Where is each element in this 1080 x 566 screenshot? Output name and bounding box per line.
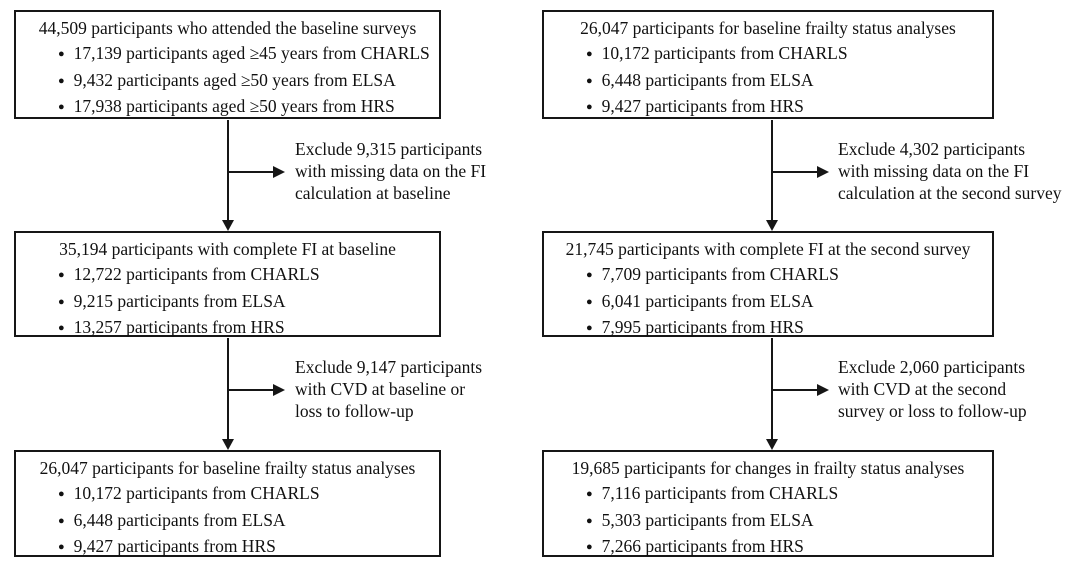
bullet-text: 13,257 participants from HRS: [73, 317, 285, 337]
box-bullet-list: ● 17,139 participants aged ≥45 years from…: [24, 41, 431, 121]
bullet-text: 6,448 participants from ELSA: [73, 509, 286, 530]
box-title: 19,685 participants for changes in frail…: [571, 458, 965, 478]
bullet-text: 12,722 participants from CHARLS: [73, 264, 320, 284]
bullet-text: 10,172 participants from CHARLS: [601, 43, 848, 63]
bullet-icon: ●: [58, 541, 65, 553]
bullet-icon: ●: [58, 269, 65, 281]
left-exclusion-cvd: Exclude 9,147 participants with CVD at b…: [295, 356, 482, 422]
exclusion-line: Exclude 9,315 participants: [295, 139, 483, 159]
right-exclusion-cvd: Exclude 2,060 participants with CVD at t…: [838, 356, 1027, 422]
exclusion-line: with CVD at the second: [838, 379, 1007, 399]
right-down-arrow-icon-1: [766, 220, 778, 231]
bullet-item: ● 13,257 participants from HRS: [58, 315, 431, 342]
bullet-icon: ●: [58, 48, 65, 60]
bullet-icon: ●: [586, 48, 593, 60]
bullet-item: ● 6,448 participants from ELSA: [586, 68, 984, 95]
exclusion-line: Exclude 2,060 participants: [838, 357, 1026, 377]
left-box-baseline-frailty-analyses: 26,047 participants for baseline frailty…: [14, 450, 441, 557]
exclusion-line: with CVD at baseline or: [295, 379, 466, 399]
left-down-arrow-icon-2: [222, 439, 234, 450]
bullet-item: ● 5,303 participants from ELSA: [586, 508, 984, 535]
bullet-item: ● 9,427 participants from HRS: [586, 94, 984, 121]
exclusion-line: with missing data on the FI: [838, 161, 1030, 181]
bullet-item: ● 10,172 participants from CHARLS: [586, 41, 984, 68]
right-exclusion-missing-fi: Exclude 4,302 participants with missing …: [838, 138, 1062, 204]
bullet-text: 9,432 participants aged ≥50 years from E…: [73, 69, 396, 90]
bullet-icon: ●: [586, 322, 593, 334]
exclusion-line: with missing data on the FI: [295, 161, 487, 181]
bullet-text: 9,215 participants from ELSA: [73, 290, 286, 311]
bullet-icon: ●: [58, 322, 65, 334]
bullet-text: 7,995 participants from HRS: [601, 317, 804, 337]
bullet-item: ● 10,172 participants from CHARLS: [58, 481, 431, 508]
box-bullet-list: ● 7,116 participants from CHARLS ● 5,303 p…: [552, 481, 984, 561]
bullet-icon: ●: [58, 514, 65, 527]
bullet-text: 6,448 participants from ELSA: [601, 69, 814, 90]
left-exclusion-missing-fi: Exclude 9,315 participants with missing …: [295, 138, 486, 204]
bullet-item: ● 17,938 participants aged ≥50 years from…: [58, 94, 431, 121]
bullet-item: ● 17,139 participants aged ≥45 years from…: [58, 41, 431, 68]
bullet-text: 17,139 participants aged ≥45 years from …: [73, 43, 430, 63]
box-bullet-list: ● 12,722 participants from CHARLS ● 9,215 …: [24, 262, 431, 342]
exclusion-line: survey or loss to follow-up: [838, 401, 1027, 421]
bullet-text: 9,427 participants from HRS: [601, 96, 804, 116]
box-title: 35,194 participants with complete FI at …: [59, 239, 396, 259]
left-down-arrow-icon-1: [222, 220, 234, 231]
bullet-text: 9,427 participants from HRS: [73, 536, 276, 556]
box-title: 44,509 participants who attended the bas…: [38, 18, 417, 38]
exclusion-line: calculation at the second survey: [838, 183, 1062, 203]
right-down-arrow-icon-2: [766, 439, 778, 450]
right-box-changes-frailty-analyses: 19,685 participants for changes in frail…: [542, 450, 994, 557]
bullet-text: 7,266 participants from HRS: [601, 536, 804, 556]
box-bullet-list: ● 10,172 participants from CHARLS ● 6,448 …: [24, 481, 431, 561]
bullet-text: 10,172 participants from CHARLS: [73, 483, 320, 503]
bullet-item: ● 12,722 participants from CHARLS: [58, 262, 431, 289]
bullet-icon: ●: [586, 269, 593, 281]
bullet-icon: ●: [58, 74, 65, 87]
bullet-item: ● 9,215 participants from ELSA: [58, 289, 431, 316]
bullet-item: ● 7,709 participants from CHARLS: [586, 262, 984, 289]
box-title: 26,047 participants for baseline frailty…: [39, 458, 416, 478]
bullet-item: ● 6,041 participants from ELSA: [586, 289, 984, 316]
bullet-item: ● 9,432 participants aged ≥50 years from …: [58, 68, 431, 95]
bullet-icon: ●: [58, 295, 65, 308]
bullet-icon: ●: [58, 488, 65, 500]
bullet-icon: ●: [58, 101, 65, 113]
exclusion-line: Exclude 9,147 participants: [295, 357, 483, 377]
bullet-icon: ●: [586, 488, 593, 500]
bullet-icon: ●: [586, 541, 593, 553]
left-right-arrow-icon-1: [273, 166, 285, 178]
exclusion-line: Exclude 4,302 participants: [838, 139, 1026, 159]
bullet-icon: ●: [586, 101, 593, 113]
left-box-baseline-surveys: 44,509 participants who attended the bas…: [14, 10, 441, 119]
bullet-icon: ●: [586, 295, 593, 308]
exclusion-line: loss to follow-up: [295, 401, 414, 421]
left-right-arrow-icon-2: [273, 384, 285, 396]
box-bullet-list: ● 10,172 participants from CHARLS ● 6,448 …: [552, 41, 984, 121]
bullet-icon: ●: [586, 74, 593, 87]
bullet-item: ● 9,427 participants from HRS: [58, 534, 431, 561]
box-title: 21,745 participants with complete FI at …: [565, 239, 971, 259]
right-right-arrow-icon-2: [817, 384, 829, 396]
bullet-text: 17,938 participants aged ≥50 years from …: [73, 96, 395, 116]
exclusion-line: calculation at baseline: [295, 183, 451, 203]
left-box-complete-fi-baseline: 35,194 participants with complete FI at …: [14, 231, 441, 337]
right-box-complete-fi-second-survey: 21,745 participants with complete FI at …: [542, 231, 994, 337]
bullet-text: 5,303 participants from ELSA: [601, 509, 814, 530]
bullet-text: 7,116 participants from CHARLS: [601, 483, 839, 503]
box-bullet-list: ● 7,709 participants from CHARLS ● 6,041 p…: [552, 262, 984, 342]
bullet-item: ● 7,266 participants from HRS: [586, 534, 984, 561]
bullet-text: 6,041 participants from ELSA: [601, 290, 814, 311]
bullet-text: 7,709 participants from CHARLS: [601, 264, 839, 284]
right-right-arrow-icon-1: [817, 166, 829, 178]
bullet-item: ● 7,116 participants from CHARLS: [586, 481, 984, 508]
box-title: 26,047 participants for baseline frailty…: [580, 18, 956, 38]
bullet-item: ● 7,995 participants from HRS: [586, 315, 984, 342]
bullet-icon: ●: [586, 514, 593, 527]
bullet-item: ● 6,448 participants from ELSA: [58, 508, 431, 535]
right-box-baseline-frailty-analyses: 26,047 participants for baseline frailty…: [542, 10, 994, 119]
